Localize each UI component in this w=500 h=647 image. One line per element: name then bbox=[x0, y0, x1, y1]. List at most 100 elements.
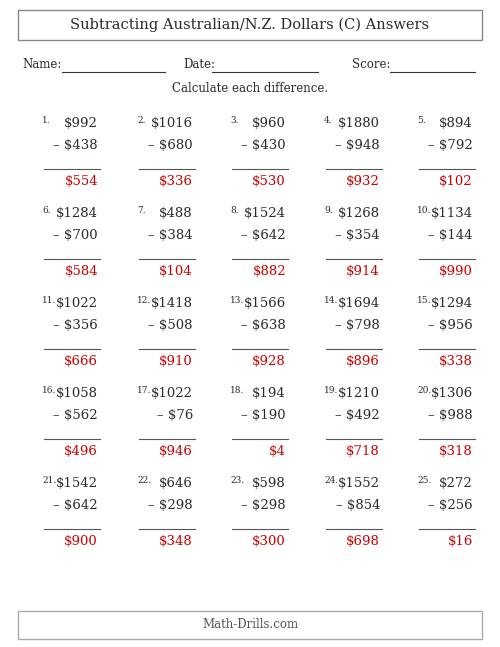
Text: $666: $666 bbox=[64, 355, 98, 368]
Text: 14.: 14. bbox=[324, 296, 338, 305]
Text: – $354: – $354 bbox=[336, 229, 380, 242]
Text: $698: $698 bbox=[346, 535, 380, 548]
Text: Name:: Name: bbox=[22, 58, 62, 72]
Text: $338: $338 bbox=[439, 355, 473, 368]
Text: $1418: $1418 bbox=[151, 297, 193, 310]
Text: $318: $318 bbox=[440, 445, 473, 458]
Text: $646: $646 bbox=[159, 477, 193, 490]
Text: – $144: – $144 bbox=[428, 229, 473, 242]
Text: Date:: Date: bbox=[183, 58, 215, 72]
Text: 21.: 21. bbox=[42, 476, 56, 485]
Text: $718: $718 bbox=[346, 445, 380, 458]
Text: – $492: – $492 bbox=[336, 409, 380, 422]
Text: 17.: 17. bbox=[137, 386, 152, 395]
Text: 8.: 8. bbox=[230, 206, 238, 215]
Text: $300: $300 bbox=[252, 535, 286, 548]
Text: 20.: 20. bbox=[417, 386, 431, 395]
Text: Subtracting Australian/N.Z. Dollars (C) Answers: Subtracting Australian/N.Z. Dollars (C) … bbox=[70, 18, 430, 32]
Text: $1306: $1306 bbox=[431, 387, 473, 400]
Text: $1524: $1524 bbox=[244, 207, 286, 220]
Bar bbox=[18, 10, 482, 40]
Text: $900: $900 bbox=[64, 535, 98, 548]
Text: – $562: – $562 bbox=[54, 409, 98, 422]
Text: $1566: $1566 bbox=[244, 297, 286, 310]
Text: – $700: – $700 bbox=[54, 229, 98, 242]
Text: 11.: 11. bbox=[42, 296, 56, 305]
Text: $336: $336 bbox=[159, 175, 193, 188]
Text: Score:: Score: bbox=[352, 58, 391, 72]
Text: – $854: – $854 bbox=[336, 499, 380, 512]
Text: $960: $960 bbox=[252, 117, 286, 130]
Text: $194: $194 bbox=[252, 387, 286, 400]
Text: – $430: – $430 bbox=[242, 139, 286, 152]
Text: $496: $496 bbox=[64, 445, 98, 458]
Text: $488: $488 bbox=[160, 207, 193, 220]
Text: 2.: 2. bbox=[137, 116, 145, 125]
Text: $914: $914 bbox=[346, 265, 380, 278]
Text: $1022: $1022 bbox=[151, 387, 193, 400]
Text: $1022: $1022 bbox=[56, 297, 98, 310]
Text: $102: $102 bbox=[440, 175, 473, 188]
Text: $272: $272 bbox=[440, 477, 473, 490]
Text: $530: $530 bbox=[252, 175, 286, 188]
Text: $1016: $1016 bbox=[151, 117, 193, 130]
Text: – $638: – $638 bbox=[241, 319, 286, 332]
Text: – $508: – $508 bbox=[148, 319, 193, 332]
Text: 10.: 10. bbox=[417, 206, 432, 215]
Text: $16: $16 bbox=[448, 535, 473, 548]
Text: Calculate each difference.: Calculate each difference. bbox=[172, 83, 328, 96]
Text: 23.: 23. bbox=[230, 476, 244, 485]
Text: 9.: 9. bbox=[324, 206, 332, 215]
Text: – $642: – $642 bbox=[242, 229, 286, 242]
Text: $1552: $1552 bbox=[338, 477, 380, 490]
Text: – $298: – $298 bbox=[148, 499, 193, 512]
Text: $1542: $1542 bbox=[56, 477, 98, 490]
Text: 18.: 18. bbox=[230, 386, 244, 395]
Text: – $956: – $956 bbox=[428, 319, 473, 332]
Text: – $438: – $438 bbox=[54, 139, 98, 152]
Text: $1134: $1134 bbox=[431, 207, 473, 220]
Text: $1210: $1210 bbox=[338, 387, 380, 400]
Text: $1284: $1284 bbox=[56, 207, 98, 220]
Text: 3.: 3. bbox=[230, 116, 238, 125]
Text: $1294: $1294 bbox=[431, 297, 473, 310]
Text: – $798: – $798 bbox=[335, 319, 380, 332]
Text: – $298: – $298 bbox=[242, 499, 286, 512]
Bar bbox=[18, 611, 482, 639]
Text: $1694: $1694 bbox=[338, 297, 380, 310]
Text: 24.: 24. bbox=[324, 476, 338, 485]
Text: 19.: 19. bbox=[324, 386, 338, 395]
Text: $1268: $1268 bbox=[338, 207, 380, 220]
Text: 7.: 7. bbox=[137, 206, 145, 215]
Text: – $256: – $256 bbox=[428, 499, 473, 512]
Text: $928: $928 bbox=[252, 355, 286, 368]
Text: – $76: – $76 bbox=[156, 409, 193, 422]
Text: 15.: 15. bbox=[417, 296, 432, 305]
Text: 12.: 12. bbox=[137, 296, 151, 305]
Text: $554: $554 bbox=[64, 175, 98, 188]
Text: 25.: 25. bbox=[417, 476, 432, 485]
Text: – $988: – $988 bbox=[428, 409, 473, 422]
Text: $1880: $1880 bbox=[338, 117, 380, 130]
Text: $348: $348 bbox=[159, 535, 193, 548]
Text: Math-Drills.com: Math-Drills.com bbox=[202, 619, 298, 631]
Text: – $792: – $792 bbox=[428, 139, 473, 152]
Text: $1058: $1058 bbox=[56, 387, 98, 400]
Text: $896: $896 bbox=[346, 355, 380, 368]
Text: 13.: 13. bbox=[230, 296, 244, 305]
Text: – $356: – $356 bbox=[53, 319, 98, 332]
Text: – $384: – $384 bbox=[148, 229, 193, 242]
Text: 22.: 22. bbox=[137, 476, 151, 485]
Text: $992: $992 bbox=[64, 117, 98, 130]
Text: 4.: 4. bbox=[324, 116, 332, 125]
Text: 16.: 16. bbox=[42, 386, 56, 395]
Text: – $948: – $948 bbox=[336, 139, 380, 152]
Text: $990: $990 bbox=[439, 265, 473, 278]
Text: 1.: 1. bbox=[42, 116, 50, 125]
Text: $932: $932 bbox=[346, 175, 380, 188]
Text: $910: $910 bbox=[159, 355, 193, 368]
Text: 5.: 5. bbox=[417, 116, 426, 125]
Text: $104: $104 bbox=[160, 265, 193, 278]
Text: $598: $598 bbox=[252, 477, 286, 490]
Text: – $190: – $190 bbox=[242, 409, 286, 422]
